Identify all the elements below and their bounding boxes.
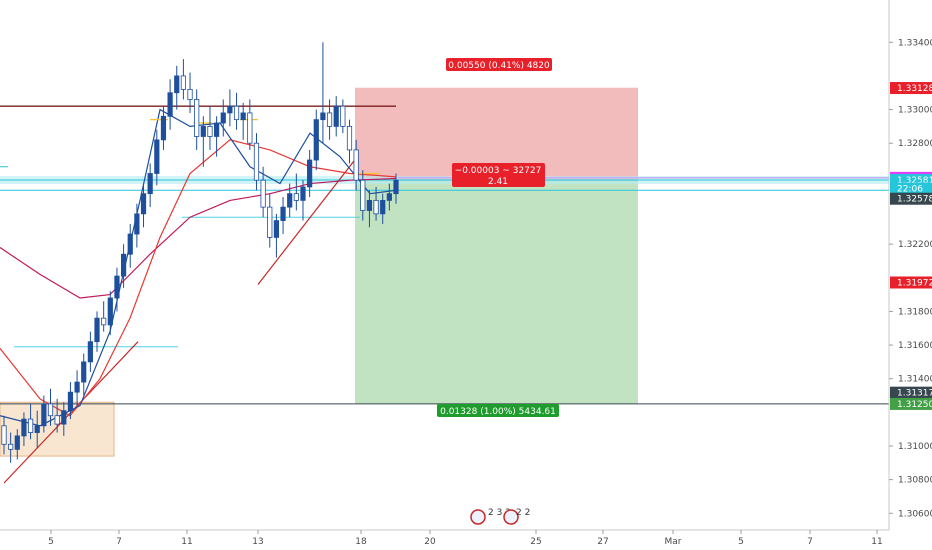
candle-body	[75, 382, 79, 392]
candle-body	[62, 411, 66, 424]
price-tag-label: 1.31972	[897, 278, 932, 288]
time-tick-label: 7	[807, 537, 813, 547]
candle-body	[42, 404, 46, 426]
candle-body	[155, 140, 159, 174]
candle-body	[374, 200, 378, 213]
candle-body	[128, 234, 132, 254]
candle-body	[361, 180, 365, 210]
candle-body	[354, 150, 358, 180]
candle-body	[181, 76, 185, 89]
time-tick-label: 18	[355, 537, 367, 547]
price-tick-label: 1.33400	[898, 38, 932, 48]
candle-body	[82, 362, 86, 382]
candle-body	[28, 419, 32, 432]
candle-body	[175, 76, 179, 93]
reward-zone	[355, 180, 638, 404]
candle-body	[307, 160, 311, 187]
time-tick-label: 11	[181, 537, 192, 547]
time-tick-label: 13	[252, 537, 263, 547]
price-tick-label: 1.30600	[898, 509, 932, 519]
candle-body	[15, 436, 19, 449]
time-tick-label: 5	[48, 537, 54, 547]
candle-body	[22, 419, 26, 436]
time-tick-label: 27	[597, 537, 608, 547]
candle-body	[334, 106, 338, 126]
price-tick-label: 1.33000	[898, 106, 932, 116]
candle-body	[254, 143, 258, 180]
time-tick-label: 20	[424, 537, 436, 547]
time-tick-label: 25	[530, 537, 541, 547]
target-label-text: 0.00550 (0.41%) 4820	[448, 61, 550, 71]
candle-body	[2, 426, 6, 445]
price-tag-label: 1.31250	[897, 400, 932, 410]
candle-body	[214, 123, 218, 136]
candle-body	[327, 113, 331, 126]
candle-body	[8, 444, 12, 449]
entry-label-text-1: −0.00003 ~ 32727	[455, 166, 542, 176]
candle-body	[287, 194, 291, 207]
price-tick-label: 1.30800	[898, 476, 932, 486]
candle-body	[115, 276, 119, 298]
candle-body	[108, 298, 112, 325]
candle-body	[221, 113, 225, 123]
candle-body	[68, 392, 72, 411]
candle-body	[161, 116, 165, 140]
candle-body	[281, 207, 285, 220]
time-tick-label: 11	[871, 537, 882, 547]
price-tick-label: 1.31400	[898, 375, 932, 385]
candle-body	[121, 254, 125, 276]
candle-body	[261, 180, 265, 207]
price-tag-label: 1.33128	[897, 84, 932, 94]
candle-body	[381, 200, 385, 213]
badge-right-text: 2 2	[516, 508, 530, 518]
candle-body	[35, 426, 39, 433]
candle-body	[101, 318, 105, 325]
candle-body	[201, 126, 205, 136]
candle-body	[228, 106, 232, 113]
candle-body	[394, 180, 398, 193]
candle-body	[88, 342, 92, 362]
candle-body	[347, 126, 351, 150]
candle-body	[234, 106, 238, 119]
price-tag-label: 1.31317	[897, 389, 932, 399]
candle-body	[268, 207, 272, 237]
price-tick-label: 1.32800	[898, 139, 932, 149]
time-tick-label: 5	[738, 537, 744, 547]
time-tick-label: Mar	[665, 537, 682, 547]
candle-body	[294, 194, 298, 201]
candle-body	[274, 221, 278, 238]
stop-label-text: 0.01328 (1.00%) 5434.61	[440, 407, 556, 417]
flag-left-icon[interactable]	[471, 510, 485, 524]
candle-body	[367, 200, 371, 210]
price-tick-label: 1.31600	[898, 341, 932, 351]
candle-body	[48, 404, 52, 416]
candle-body	[341, 106, 345, 126]
candle-body	[168, 93, 172, 117]
candle-body	[321, 113, 325, 120]
candle-body	[301, 187, 305, 200]
candle-body	[208, 126, 212, 136]
candle-body	[95, 318, 99, 342]
candle-body	[135, 214, 139, 234]
price-tag-label: 1.32578	[897, 195, 932, 205]
candle-body	[188, 89, 192, 99]
candle-body	[55, 416, 59, 424]
price-tick-label: 1.32200	[898, 240, 932, 250]
candle-body	[241, 113, 245, 120]
candle-body	[141, 194, 145, 214]
candle-body	[194, 99, 198, 136]
price-tick-label: 1.31800	[898, 307, 932, 317]
candle-body	[387, 194, 391, 201]
candle-body	[248, 113, 252, 143]
candle-body	[148, 173, 152, 193]
price-tick-label: 1.31000	[898, 442, 932, 452]
entry-label-text-2: 2.41	[488, 177, 508, 187]
candle-body	[314, 120, 318, 160]
time-tick-label: 7	[116, 537, 122, 547]
